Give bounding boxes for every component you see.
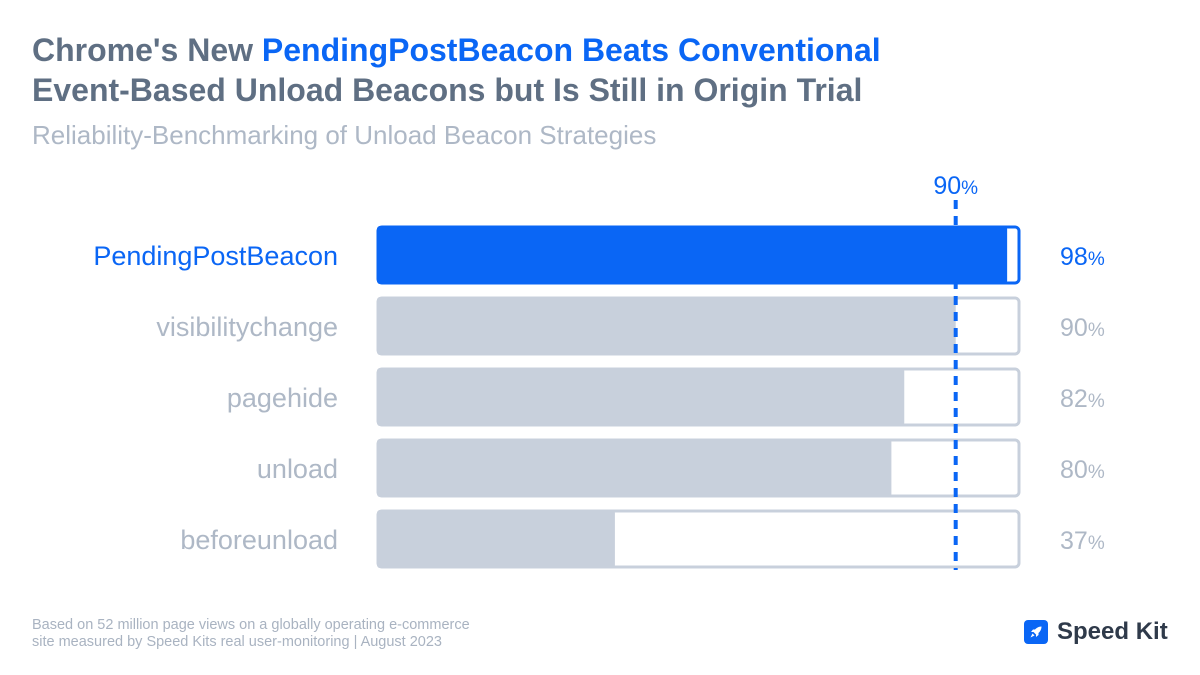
- category-label: beforeunload: [180, 525, 338, 555]
- value-label: 98%: [1060, 243, 1105, 271]
- reference-line-label: 90%: [933, 172, 978, 200]
- bar: [377, 439, 892, 497]
- category-label: unload: [257, 454, 338, 484]
- bar: [377, 226, 1008, 284]
- value-label: 90%: [1060, 314, 1105, 342]
- value-label: 82%: [1060, 385, 1105, 413]
- logo-text: Speed Kit: [1057, 618, 1168, 645]
- footnote-line-2: site measured by Speed Kits real user-mo…: [32, 634, 442, 650]
- speed-kit-logo: Speed Kit: [1024, 618, 1168, 646]
- chart-title: Chrome's New PendingPostBeacon Beats Con…: [32, 30, 1152, 110]
- category-label: PendingPostBeacon: [93, 241, 338, 271]
- footnote: Based on 52 million page views on a glob…: [32, 617, 632, 651]
- title-line-2: Event-Based Unload Beacons but Is Still …: [32, 72, 863, 108]
- footnote-line-1: Based on 52 million page views on a glob…: [32, 617, 470, 633]
- title-highlight: PendingPostBeacon Beats Conventional: [261, 32, 881, 68]
- title-prefix: Chrome's New: [32, 32, 262, 68]
- bar: [377, 297, 956, 355]
- bar-chart: PendingPostBeacon 98% visibilitychange 90% p…: [93, 172, 1105, 570]
- title-line-1: Chrome's New PendingPostBeacon Beats Con…: [32, 30, 1152, 70]
- value-label: 37%: [1060, 527, 1105, 555]
- chart-subtitle: Reliability-Benchmarking of Unload Beaco…: [32, 120, 657, 150]
- bar: [377, 368, 905, 426]
- category-label: visibilitychange: [156, 312, 338, 342]
- bar: [377, 510, 615, 568]
- value-label: 80%: [1060, 456, 1105, 484]
- rocket-icon: [1024, 620, 1048, 644]
- category-label: pagehide: [227, 383, 338, 413]
